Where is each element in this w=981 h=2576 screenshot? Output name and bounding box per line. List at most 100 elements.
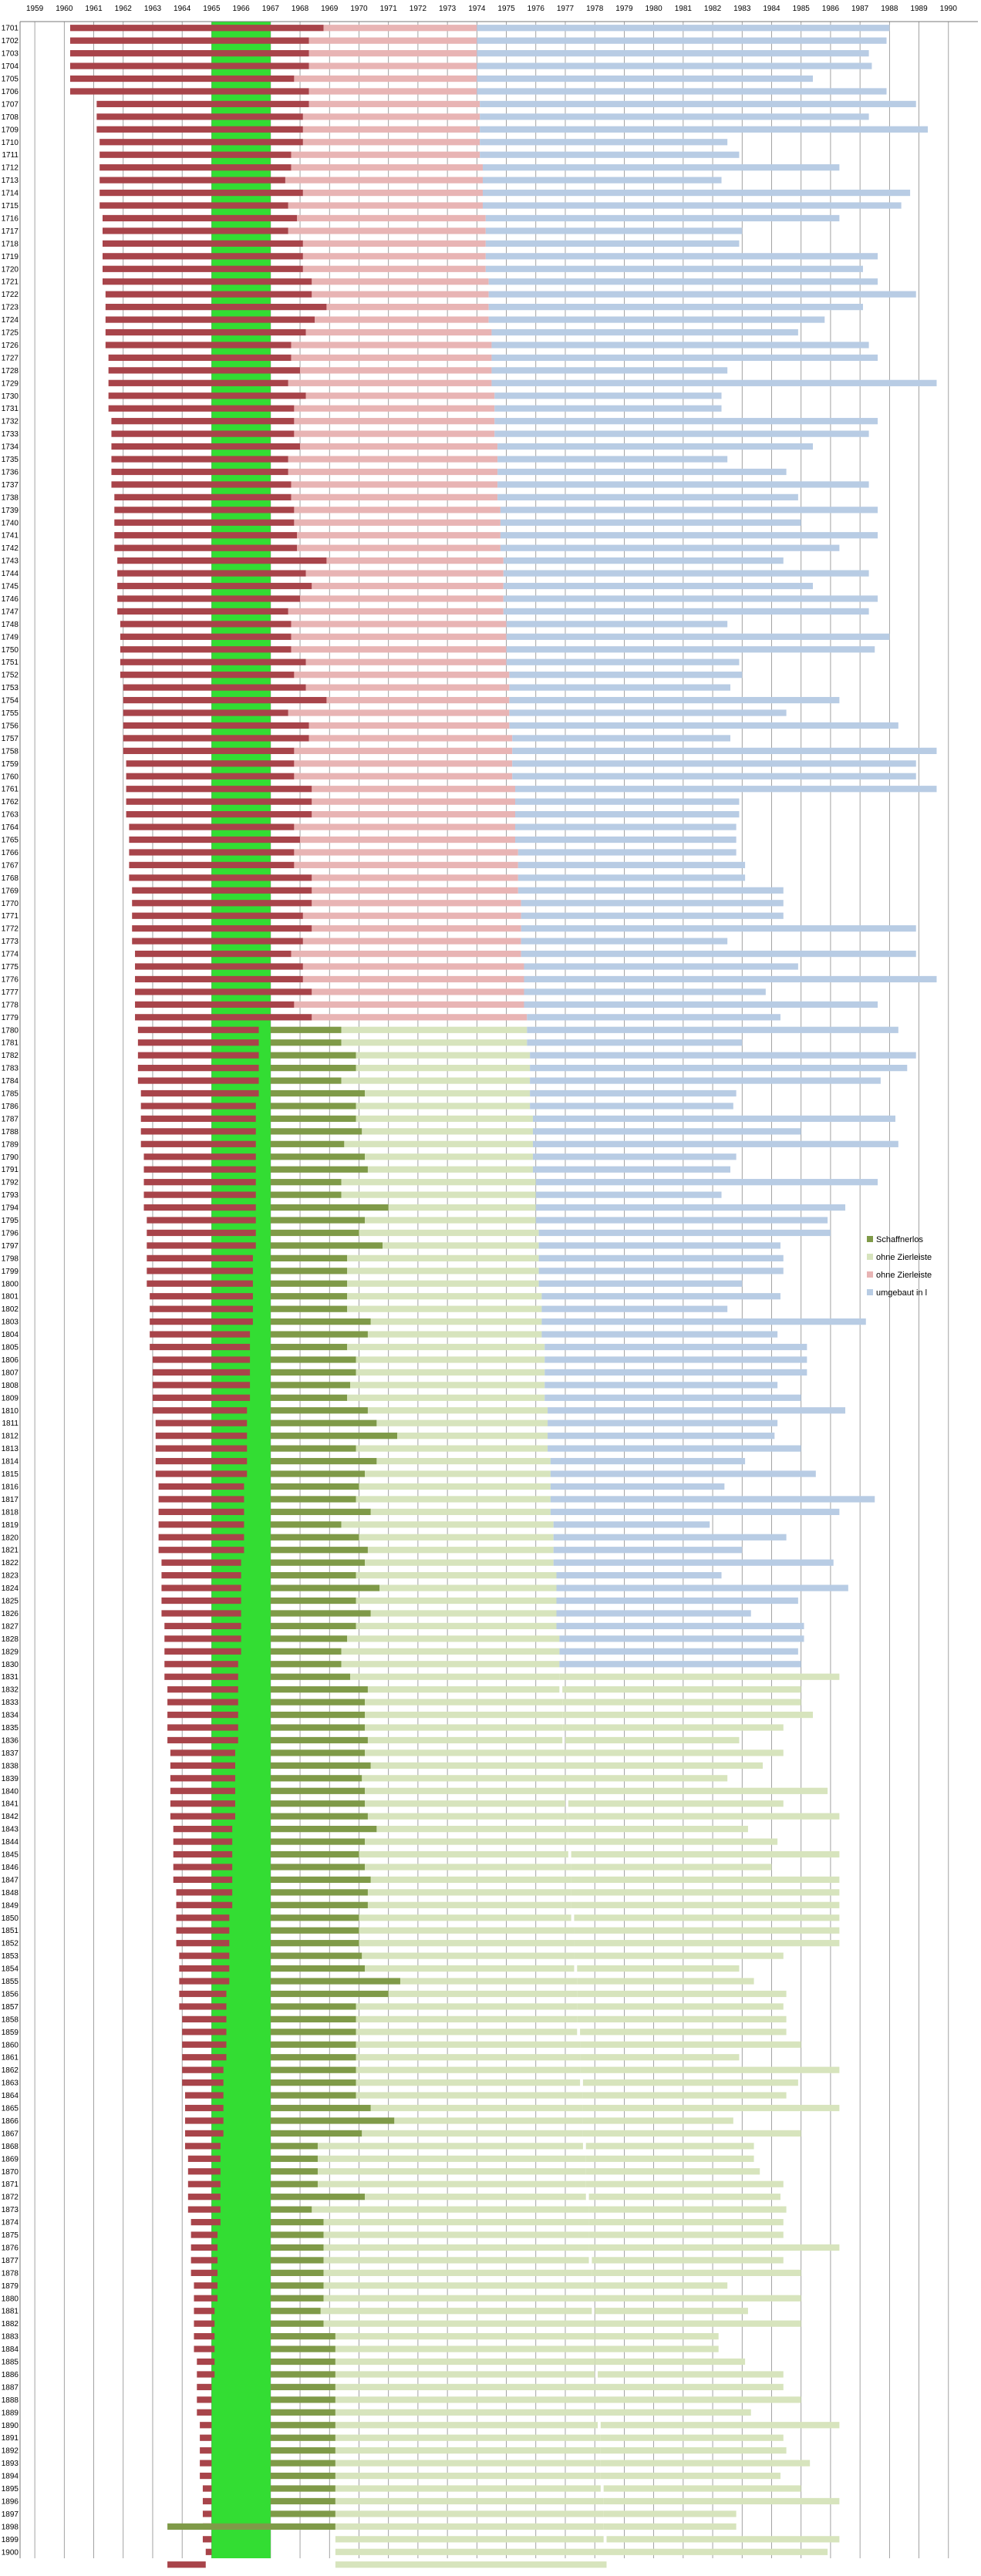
y-tick-label: 1839 [2, 1775, 19, 1783]
y-tick-label: 1733 [2, 430, 19, 439]
bar [592, 2257, 784, 2264]
bar [532, 1115, 895, 1123]
bar [300, 595, 504, 602]
bar [108, 379, 288, 386]
y-tick-label: 1734 [2, 443, 19, 452]
bar [152, 1369, 251, 1376]
bar [356, 1356, 545, 1363]
bar [300, 367, 492, 374]
bar [200, 2422, 212, 2429]
bar [335, 2396, 598, 2403]
bar [202, 2536, 212, 2543]
bar [270, 1990, 389, 1998]
bar [356, 1445, 548, 1452]
y-tick-label: 1721 [2, 278, 19, 287]
bar [341, 1521, 554, 1528]
bar [544, 1343, 807, 1351]
bar [535, 1204, 846, 1211]
y-tick-label: 1707 [2, 100, 19, 109]
y-tick-label: 1842 [2, 1813, 19, 1821]
y-tick-label: 1879 [2, 2282, 19, 2291]
y-tick-label: 1724 [2, 316, 19, 325]
bar [291, 354, 492, 362]
bar [105, 342, 292, 349]
bar [185, 2143, 221, 2150]
bar [553, 1534, 787, 1541]
bar [556, 1572, 722, 1579]
bar [582, 2104, 840, 2112]
bar [140, 1115, 256, 1123]
bar [341, 1179, 536, 1186]
y-tick-label: 1821 [2, 1547, 19, 1555]
y-tick-label: 1889 [2, 2409, 19, 2417]
bar [312, 278, 489, 285]
bar [559, 1648, 798, 1655]
x-tick-label: 1978 [586, 5, 604, 13]
bar [270, 1686, 368, 1693]
y-tick-label: 1878 [2, 2269, 19, 2278]
bar [556, 1610, 751, 1617]
bar [270, 2434, 335, 2441]
bar [270, 1940, 359, 1947]
bar [120, 621, 292, 628]
y-tick-label: 1820 [2, 1534, 19, 1542]
y-tick-label: 1833 [2, 1699, 19, 1707]
legend-label: ohne Zierleiste [876, 1253, 932, 1262]
bar [347, 1268, 539, 1275]
legend-item-umgebaut: umgebaut in l [867, 1288, 927, 1298]
bar [362, 1952, 575, 1959]
y-tick-label: 1705 [2, 76, 19, 84]
bar [300, 443, 498, 450]
bar [270, 2079, 356, 2086]
bar [270, 1711, 366, 1719]
y-tick-label: 1769 [2, 887, 19, 895]
bar [588, 2218, 784, 2226]
bar [270, 1876, 371, 1884]
y-tick-label: 1847 [2, 1876, 19, 1884]
bar [117, 595, 301, 602]
bar [305, 570, 504, 577]
bar [335, 2472, 601, 2480]
bar [365, 1787, 565, 1794]
bar [114, 493, 292, 500]
bar [367, 1686, 560, 1693]
bar [147, 1217, 256, 1224]
bar [69, 88, 309, 95]
bar [585, 2155, 754, 2162]
bar [270, 2092, 356, 2099]
x-tick-label: 1987 [851, 5, 869, 13]
bar [308, 735, 513, 742]
bar [538, 1254, 784, 1261]
bar [123, 722, 309, 729]
y-tick-label: 1851 [2, 1927, 19, 1935]
bar [521, 925, 916, 932]
bar [312, 1014, 528, 1021]
bar [190, 2244, 218, 2251]
bar [548, 1407, 846, 1414]
bar [603, 2485, 801, 2492]
bar [200, 2460, 212, 2467]
y-tick-label: 1725 [2, 329, 19, 338]
bar [179, 1952, 230, 1959]
bar [294, 760, 513, 767]
bar [335, 2497, 604, 2505]
bar [197, 2409, 212, 2416]
bar [132, 938, 303, 945]
bar [538, 1242, 780, 1249]
bar [158, 1547, 244, 1554]
bar [595, 2333, 719, 2340]
bar [187, 2168, 221, 2175]
y-tick-label: 1788 [2, 1128, 19, 1136]
bar [515, 786, 937, 793]
bar [270, 1140, 345, 1147]
bar [135, 988, 312, 995]
bar [365, 1153, 533, 1160]
bar [158, 1508, 244, 1515]
bar [506, 658, 740, 665]
y-tick-label: 1782 [2, 1052, 19, 1060]
bar [512, 773, 916, 780]
y-tick-label: 1868 [2, 2143, 19, 2151]
y-tick-label: 1754 [2, 697, 19, 705]
bar [167, 2523, 335, 2530]
bar [270, 2155, 318, 2162]
